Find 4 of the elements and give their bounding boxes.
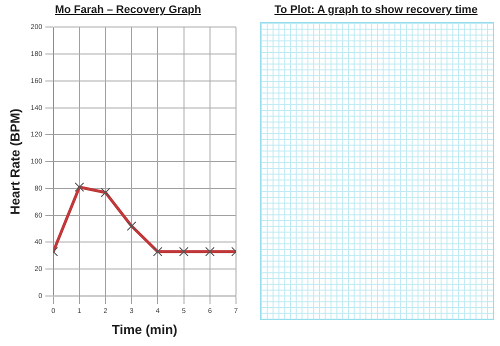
chart-title: Mo Farah – Recovery Graph [54,3,202,18]
x-axis-title: Time (min) [112,322,178,337]
text: To Plot: A graph to show recovery time [273,3,479,18]
y-axis-title: Heart Rate (BPM) [7,108,22,215]
